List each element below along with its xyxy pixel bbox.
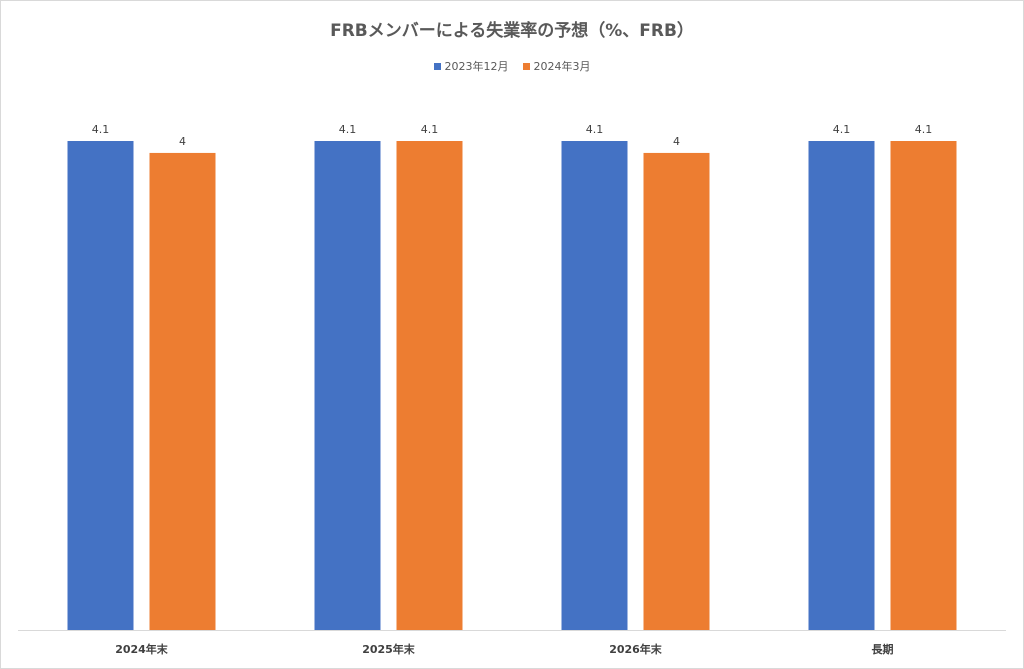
data-label-series-1-cat-1: 4.1 bbox=[92, 123, 110, 136]
bar-series-1-cat-3 bbox=[561, 141, 628, 630]
bar-series-2-cat-2 bbox=[396, 141, 463, 630]
bar-series-1-cat-4 bbox=[808, 141, 875, 630]
legend-label-series-2: 2024年3月 bbox=[533, 60, 591, 73]
legend-swatch-series-1 bbox=[433, 62, 441, 70]
x-tick-label-1: 2024年末 bbox=[115, 642, 169, 656]
x-tick-label-2: 2025年末 bbox=[362, 642, 416, 656]
legend-swatch-series-2 bbox=[522, 62, 530, 70]
data-label-series-2-cat-4: 4.1 bbox=[915, 123, 933, 136]
chart-legend: 2023年12月 2024年3月 bbox=[0, 58, 1024, 74]
data-label-series-1-cat-4: 4.1 bbox=[833, 123, 851, 136]
data-label-series-2-cat-2: 4.1 bbox=[421, 123, 439, 136]
bar-series-2-cat-3 bbox=[643, 152, 710, 631]
data-label-series-2-cat-1: 4 bbox=[179, 135, 186, 148]
bar-series-1-cat-1 bbox=[67, 141, 134, 630]
x-tick-label-4: 長期 bbox=[872, 642, 894, 656]
legend-item-series-1: 2023年12月 bbox=[433, 58, 509, 74]
data-label-series-1-cat-3: 4.1 bbox=[586, 123, 604, 136]
legend-label-series-1: 2023年12月 bbox=[444, 60, 509, 73]
bar-series-2-cat-1 bbox=[149, 152, 216, 631]
bar-series-1-cat-2 bbox=[314, 141, 381, 630]
chart-title: FRBメンバーによる失業率の予想（%、FRB） bbox=[330, 21, 694, 41]
x-tick-label-3: 2026年末 bbox=[609, 642, 663, 656]
data-label-series-2-cat-3: 4 bbox=[673, 135, 680, 148]
legend-item-series-2: 2024年3月 bbox=[522, 58, 591, 74]
bar-series-2-cat-4 bbox=[890, 141, 957, 630]
data-label-series-1-cat-2: 4.1 bbox=[339, 123, 357, 136]
